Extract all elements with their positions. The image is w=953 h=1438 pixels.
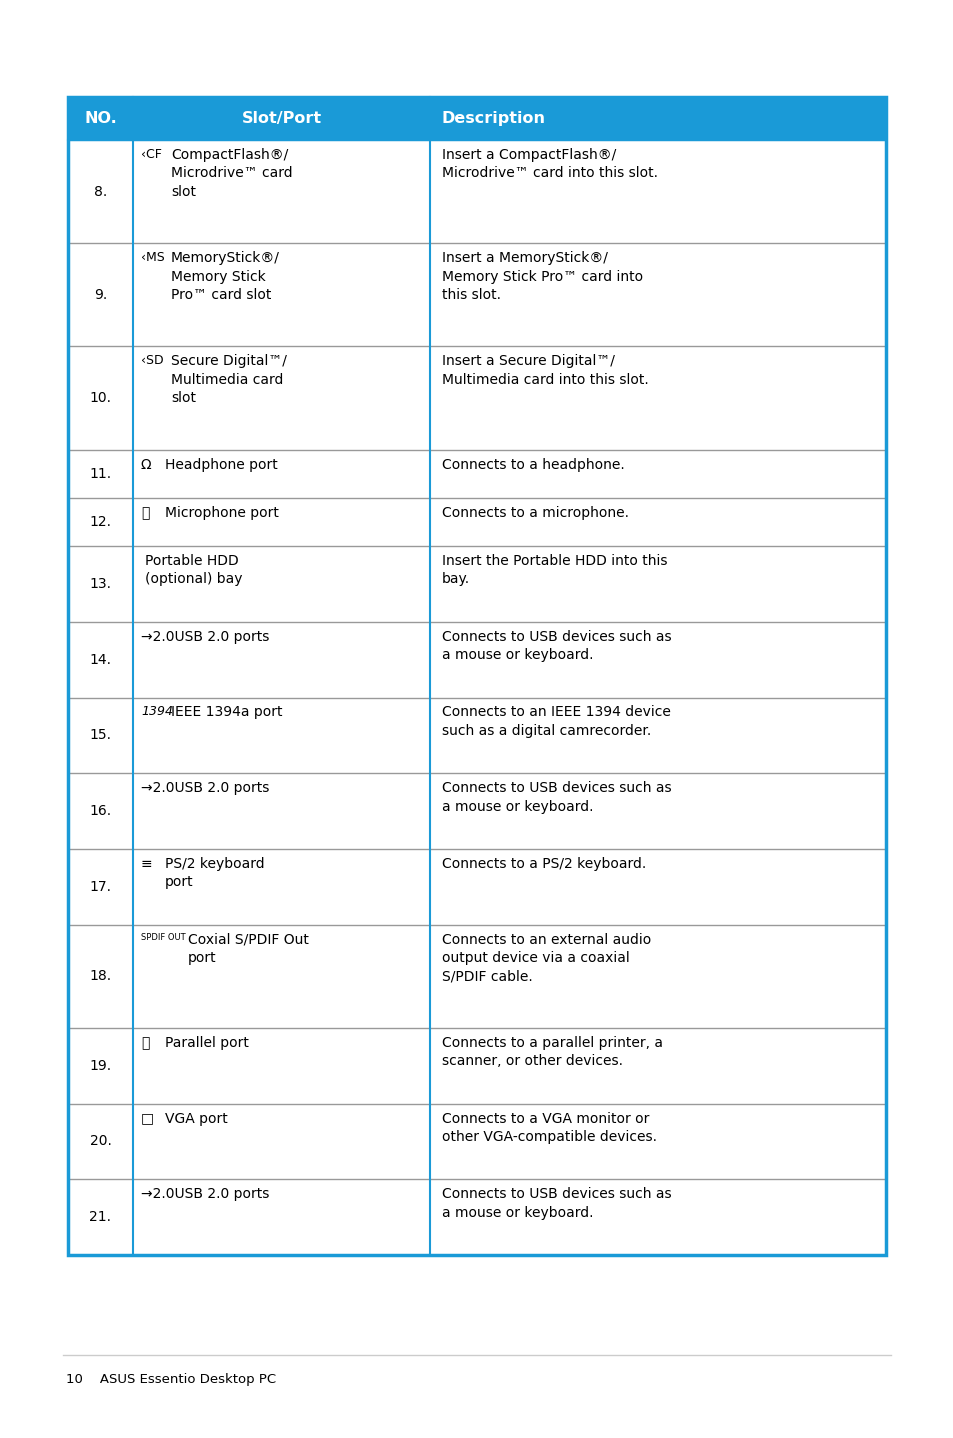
Text: 10.: 10. <box>90 391 112 406</box>
Text: □: □ <box>141 1112 154 1126</box>
Text: ‹MS: ‹MS <box>141 252 165 265</box>
Text: 1394: 1394 <box>141 706 172 719</box>
Text: 11.: 11. <box>90 467 112 480</box>
Text: Connects to a microphone.: Connects to a microphone. <box>441 506 628 519</box>
Text: Ω: Ω <box>141 457 152 472</box>
Text: Coxial S/PDIF Out
port: Coxial S/PDIF Out port <box>188 933 309 965</box>
Text: Slot/Port: Slot/Port <box>241 111 321 127</box>
Text: Microphone port: Microphone port <box>165 506 278 519</box>
Text: Insert a CompactFlash®/
Microdrive™ card into this slot.: Insert a CompactFlash®/ Microdrive™ card… <box>441 148 658 180</box>
Text: 17.: 17. <box>90 880 112 894</box>
Text: 18.: 18. <box>90 969 112 984</box>
Text: Insert a Secure Digital™/
Multimedia card into this slot.: Insert a Secure Digital™/ Multimedia car… <box>441 354 648 387</box>
Text: Description: Description <box>441 111 545 127</box>
Text: 9.: 9. <box>93 288 107 302</box>
Text: Connects to a PS/2 keyboard.: Connects to a PS/2 keyboard. <box>441 857 645 871</box>
Text: 🖸: 🖸 <box>141 1035 150 1050</box>
Text: Connects to an IEEE 1394 device
such as a digital camrecorder.: Connects to an IEEE 1394 device such as … <box>441 706 670 738</box>
Text: 13.: 13. <box>90 577 112 591</box>
Text: Parallel port: Parallel port <box>165 1035 249 1050</box>
Text: →2.0USB 2.0 ports: →2.0USB 2.0 ports <box>141 781 269 795</box>
Text: Connects to USB devices such as
a mouse or keyboard.: Connects to USB devices such as a mouse … <box>441 781 671 814</box>
Text: IEEE 1394a port: IEEE 1394a port <box>171 706 282 719</box>
Text: ‹CF: ‹CF <box>141 148 162 161</box>
Text: Insert a MemoryStick®/
Memory Stick Pro™ card into
this slot.: Insert a MemoryStick®/ Memory Stick Pro™… <box>441 252 642 302</box>
Text: 10    ASUS Essentio Desktop PC: 10 ASUS Essentio Desktop PC <box>66 1373 275 1386</box>
Text: 19.: 19. <box>90 1058 112 1073</box>
Text: Connects to a headphone.: Connects to a headphone. <box>441 457 624 472</box>
Text: Secure Digital™/
Multimedia card
slot: Secure Digital™/ Multimedia card slot <box>171 354 287 406</box>
Text: ‹SD: ‹SD <box>141 354 164 367</box>
Text: PS/2 keyboard
port: PS/2 keyboard port <box>165 857 264 889</box>
Text: 16.: 16. <box>90 804 112 818</box>
Text: Headphone port: Headphone port <box>165 457 277 472</box>
Text: 20.: 20. <box>90 1135 112 1149</box>
Text: 15.: 15. <box>90 729 112 742</box>
Text: →2.0USB 2.0 ports: →2.0USB 2.0 ports <box>141 1188 269 1201</box>
Text: Connects to USB devices such as
a mouse or keyboard.: Connects to USB devices such as a mouse … <box>441 1188 671 1219</box>
Text: →2.0USB 2.0 ports: →2.0USB 2.0 ports <box>141 630 269 644</box>
Text: 8.: 8. <box>93 184 107 198</box>
Text: Connects to USB devices such as
a mouse or keyboard.: Connects to USB devices such as a mouse … <box>441 630 671 661</box>
Text: Connects to an external audio
output device via a coaxial
S/PDIF cable.: Connects to an external audio output dev… <box>441 933 651 984</box>
Text: 🎤: 🎤 <box>141 506 150 519</box>
Text: Connects to a VGA monitor or
other VGA-compatible devices.: Connects to a VGA monitor or other VGA-c… <box>441 1112 657 1145</box>
Text: CompactFlash®/
Microdrive™ card
slot: CompactFlash®/ Microdrive™ card slot <box>171 148 293 198</box>
Text: Portable HDD
(optional) bay: Portable HDD (optional) bay <box>145 554 242 587</box>
Text: NO.: NO. <box>84 111 117 127</box>
Text: ≡: ≡ <box>141 857 152 871</box>
Text: 14.: 14. <box>90 653 112 667</box>
Text: Connects to a parallel printer, a
scanner, or other devices.: Connects to a parallel printer, a scanne… <box>441 1035 662 1068</box>
Text: Insert the Portable HDD into this
bay.: Insert the Portable HDD into this bay. <box>441 554 667 587</box>
Text: 21.: 21. <box>90 1211 112 1224</box>
Text: SPDIF OUT: SPDIF OUT <box>141 933 186 942</box>
Text: 12.: 12. <box>90 515 112 529</box>
Text: VGA port: VGA port <box>165 1112 228 1126</box>
Text: MemoryStick®/
Memory Stick
Pro™ card slot: MemoryStick®/ Memory Stick Pro™ card slo… <box>171 252 279 302</box>
